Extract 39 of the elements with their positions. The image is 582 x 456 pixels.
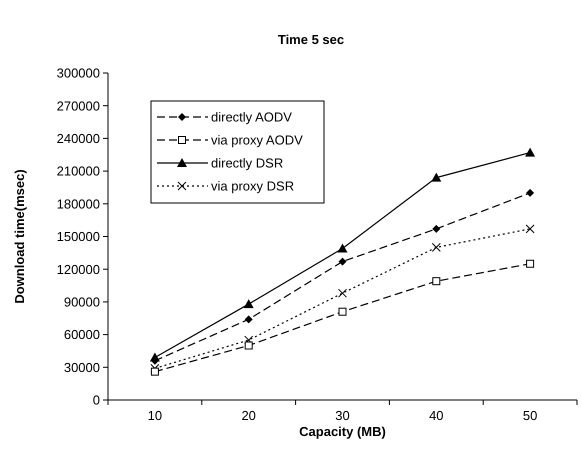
legend-label: via proxy DSR (211, 178, 294, 194)
chart-title: Time 5 sec (278, 32, 344, 47)
point (338, 243, 348, 252)
y-tick-label: 300000 (56, 66, 100, 81)
point (526, 224, 535, 234)
y-axis-title: Download time(msec) (12, 169, 27, 304)
y-tick-label: 30000 (64, 360, 100, 375)
x-tick-label: 20 (241, 408, 256, 423)
y-tick-label: 90000 (64, 294, 100, 310)
point (432, 224, 440, 233)
point (525, 148, 536, 157)
point (338, 308, 346, 316)
x-tick-label: 10 (148, 408, 162, 423)
x-axis-title: Capacity (MB) (299, 424, 386, 439)
legend-label: directly DSR (211, 156, 284, 171)
legend-label: directly AODV (211, 110, 292, 125)
legend-label: via proxy AODV (211, 132, 304, 148)
y-tick-label: 60000 (64, 327, 100, 342)
x-tick-label: 40 (429, 408, 444, 423)
point (244, 315, 253, 324)
x-tick-label: 50 (522, 408, 538, 423)
point (526, 260, 534, 268)
y-tick-label: 270000 (56, 98, 100, 114)
y-tick-label: 210000 (56, 164, 100, 179)
point (432, 242, 441, 252)
point (244, 342, 253, 350)
point (244, 299, 254, 308)
point (150, 368, 159, 376)
point (432, 277, 440, 286)
point (338, 258, 346, 266)
y-tick-label: 0 (92, 392, 100, 408)
point (526, 188, 534, 197)
y-tick-label: 150000 (56, 229, 100, 244)
point (431, 172, 442, 182)
y-tick-label: 120000 (56, 262, 100, 277)
y-tick-label: 240000 (56, 130, 100, 146)
point (338, 288, 347, 298)
y-tick-label: 180000 (56, 196, 100, 212)
x-tick-label: 30 (335, 408, 350, 423)
